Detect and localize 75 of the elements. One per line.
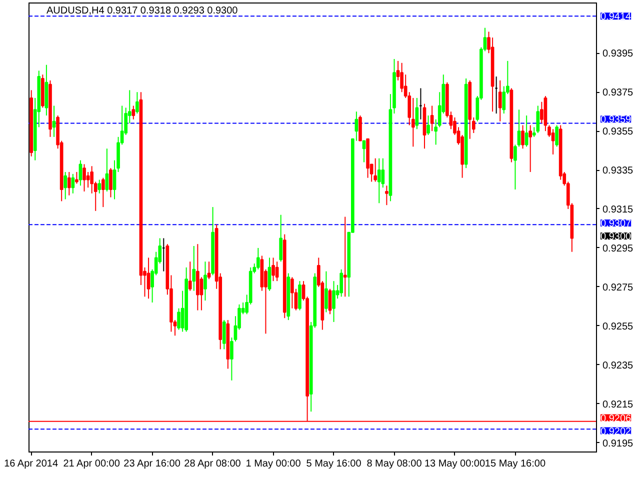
candlestick xyxy=(328,288,332,315)
candlestick xyxy=(98,179,102,194)
candlestick xyxy=(204,261,207,302)
y-tick-label: 0.9335 xyxy=(602,166,634,177)
candlestick xyxy=(524,114,528,148)
candlestick xyxy=(430,105,434,132)
candlestick xyxy=(192,246,196,292)
candlestick xyxy=(222,320,226,350)
candlestick xyxy=(279,214,283,262)
y-tick-label: 0.9315 xyxy=(602,204,634,216)
candlestick xyxy=(514,144,517,190)
candlestick xyxy=(64,171,68,200)
candlestick xyxy=(385,185,388,206)
y-tick-label: 0.9195 xyxy=(602,438,634,450)
y-tick-label: 0.9255 xyxy=(602,321,634,332)
x-tick-label: 8 May 08:00 xyxy=(366,458,422,470)
candlestick xyxy=(82,164,86,192)
candlestick xyxy=(109,168,112,198)
candlestick xyxy=(332,280,336,322)
candlestick xyxy=(540,101,544,124)
candlestick xyxy=(377,158,381,204)
candlestick xyxy=(136,92,139,114)
candlestick xyxy=(426,114,430,136)
ref-line-label: 0.9206 xyxy=(600,413,632,424)
candlestick xyxy=(230,337,234,381)
candlestick xyxy=(528,124,532,172)
y-tick-label: 0.9295 xyxy=(602,243,634,254)
candlestick xyxy=(343,216,347,298)
ref-line-label: 0.9202 xyxy=(600,426,632,438)
candlestick xyxy=(290,276,294,309)
x-tick-label: 1 May 00:00 xyxy=(246,458,302,470)
candlestick xyxy=(177,308,180,330)
candlestick xyxy=(67,171,71,196)
y-tick-label: 0.9355 xyxy=(602,126,634,138)
x-tick-label: 23 Apr 16:00 xyxy=(124,458,181,470)
candlestick xyxy=(86,171,90,188)
y-tick-label: 0.9215 xyxy=(602,399,634,410)
candlestick xyxy=(272,257,275,282)
candlestick xyxy=(105,148,109,192)
x-tick-label: 13 May 00:00 xyxy=(424,458,486,470)
candlestick xyxy=(196,244,200,311)
candlestick xyxy=(188,261,192,292)
x-tick-label: 21 Apr 00:00 xyxy=(63,458,120,470)
text: 0.9300 xyxy=(600,231,632,242)
candlestick xyxy=(256,247,260,270)
y-tick-label: 0.9235 xyxy=(602,360,634,372)
candlestick xyxy=(268,257,272,292)
candlestick xyxy=(75,171,78,184)
candlestick xyxy=(71,173,75,194)
candlestick xyxy=(498,80,502,122)
x-tick-label: 5 May 16:00 xyxy=(306,458,362,470)
candlestick xyxy=(101,177,105,208)
x-tick-label: 16 Apr 2014 xyxy=(4,458,58,470)
y-tick-label: 0.9275 xyxy=(602,282,634,294)
x-tick-label: 15 May 16:00 xyxy=(484,458,546,470)
candlestick xyxy=(78,160,82,186)
candlestick xyxy=(517,109,521,148)
candlestick xyxy=(374,158,378,182)
ref-line-label: 0.9307 xyxy=(600,218,632,230)
candlestick xyxy=(551,128,555,155)
candlestick xyxy=(298,280,302,311)
candlestick xyxy=(521,124,524,150)
candlestick xyxy=(415,97,419,130)
chart-title: AUDUSD,H4 0.9317 0.9318 0.9293 0.9300 xyxy=(46,6,238,16)
candlestick xyxy=(324,270,328,313)
candlestick xyxy=(358,114,362,142)
candlestick xyxy=(275,261,279,282)
candlestick xyxy=(340,268,343,298)
candlestick xyxy=(536,105,540,134)
candlestick xyxy=(555,124,558,148)
x-tick-label: 28 Apr 08:00 xyxy=(184,458,242,470)
y-tick-label: 0.9395 xyxy=(602,48,634,60)
candlestick xyxy=(132,105,136,120)
y-tick-label: 0.9375 xyxy=(602,88,634,99)
candlestick xyxy=(146,257,150,300)
